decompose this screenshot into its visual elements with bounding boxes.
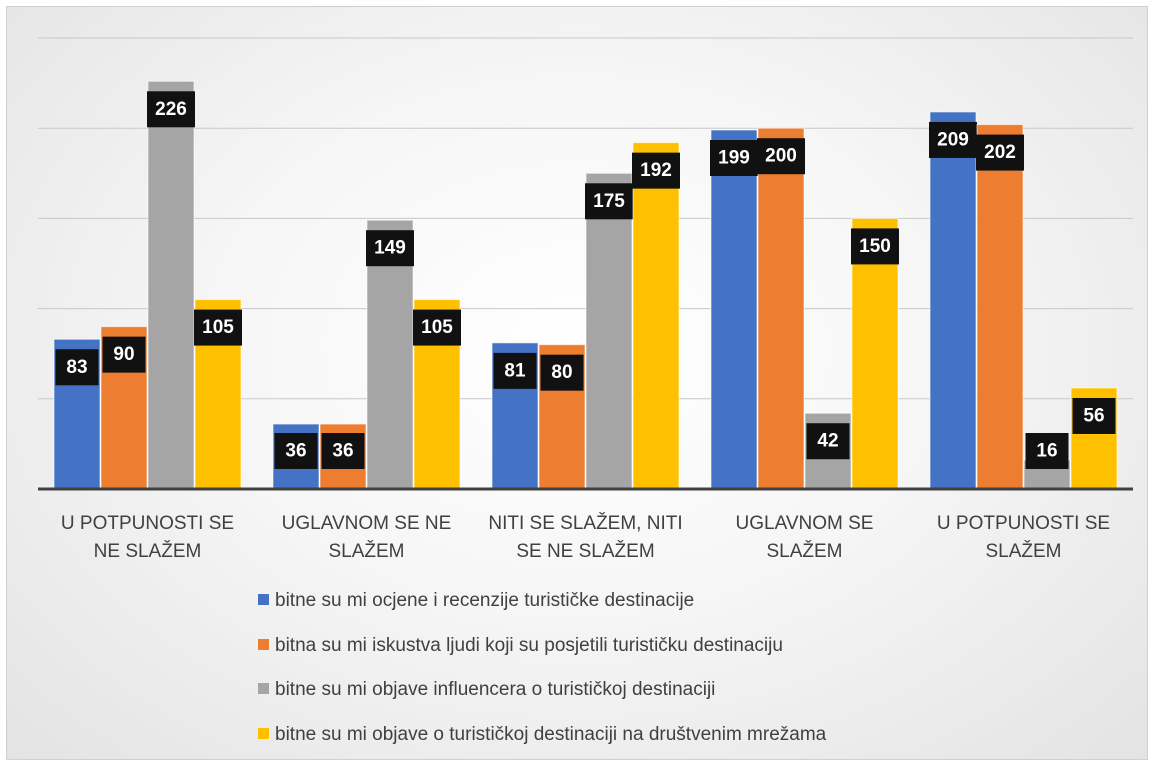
value-label: 199 xyxy=(718,148,750,169)
value-label: 226 xyxy=(155,99,187,120)
value-label: 192 xyxy=(640,160,672,181)
legend-swatch xyxy=(258,594,269,605)
value-label-box xyxy=(1072,397,1116,434)
value-label-box xyxy=(493,352,537,389)
legend-item: bitne su mi ocjene i recenzije turističk… xyxy=(258,590,694,612)
value-label-box xyxy=(806,423,850,460)
value-label-box xyxy=(321,433,365,469)
value-label-box xyxy=(976,134,1024,171)
legend-label: bitna su mi iskustva ljudi koji su posje… xyxy=(275,634,783,656)
x-tick-label: NITI SE SLAŽEM, NITI SE NE SLAŽEM xyxy=(488,513,683,562)
legend-swatch xyxy=(258,683,269,695)
bar xyxy=(757,127,805,490)
value-label-box xyxy=(757,138,805,175)
value-label-box xyxy=(102,336,146,373)
value-label: 90 xyxy=(113,344,134,365)
value-label: 175 xyxy=(593,191,625,212)
value-label: 36 xyxy=(285,441,306,462)
value-label-box xyxy=(413,309,461,346)
value-label-box xyxy=(1025,433,1069,469)
bar xyxy=(976,124,1024,490)
bar xyxy=(632,142,680,490)
legend-item: bitne su mi objave influencera o turisti… xyxy=(258,679,715,701)
legend-item: bitna su mi iskustva ljudi koji su posje… xyxy=(258,635,783,657)
value-label-box xyxy=(710,140,758,177)
legend-swatch xyxy=(258,728,269,740)
value-label-box xyxy=(55,349,99,386)
value-label-box xyxy=(929,121,977,158)
legend-label: bitne su mi objave o turističkoj destina… xyxy=(275,724,827,746)
value-label: 202 xyxy=(984,142,1016,163)
value-label: 105 xyxy=(421,317,453,338)
value-label: 83 xyxy=(66,357,87,378)
value-label: 105 xyxy=(202,317,234,338)
value-label-box xyxy=(540,354,584,391)
value-label: 150 xyxy=(859,236,891,257)
x-tick-label: UGLAVNOM SE NE SLAŽEM xyxy=(281,513,452,562)
value-label-box xyxy=(851,228,899,265)
legend-swatch xyxy=(258,638,269,650)
x-tick-label: U POTPUNOSTI SE SLAŽEM xyxy=(936,513,1111,562)
bar xyxy=(710,129,758,490)
value-label-box xyxy=(585,183,633,220)
legend-item: bitne su mi objave o turističkoj destina… xyxy=(258,724,826,746)
legend-label: bitne su mi objave influencera o turisti… xyxy=(275,679,716,701)
bar xyxy=(147,80,195,490)
value-label-box xyxy=(632,152,680,189)
value-label: 80 xyxy=(551,362,572,383)
value-label: 16 xyxy=(1036,441,1057,462)
value-label: 81 xyxy=(504,360,526,381)
bar xyxy=(585,172,633,490)
value-label: 209 xyxy=(937,129,969,150)
value-label: 36 xyxy=(332,441,353,462)
value-label-box xyxy=(194,309,242,346)
legend-label: bitne su mi ocjene i recenzije turističk… xyxy=(275,590,695,611)
value-label: 56 xyxy=(1083,405,1104,426)
value-label: 149 xyxy=(374,238,406,259)
value-label: 200 xyxy=(765,146,797,167)
value-label-box xyxy=(274,433,318,469)
value-label-box xyxy=(366,230,414,267)
x-tick-label: UGLAVNOM SE SLAŽEM xyxy=(735,513,874,562)
value-label: 42 xyxy=(817,431,838,452)
x-tick-label: U POTPUNOSTI SE NE SLAŽEM xyxy=(60,513,235,562)
value-label-box xyxy=(147,91,195,128)
bar xyxy=(929,111,977,490)
